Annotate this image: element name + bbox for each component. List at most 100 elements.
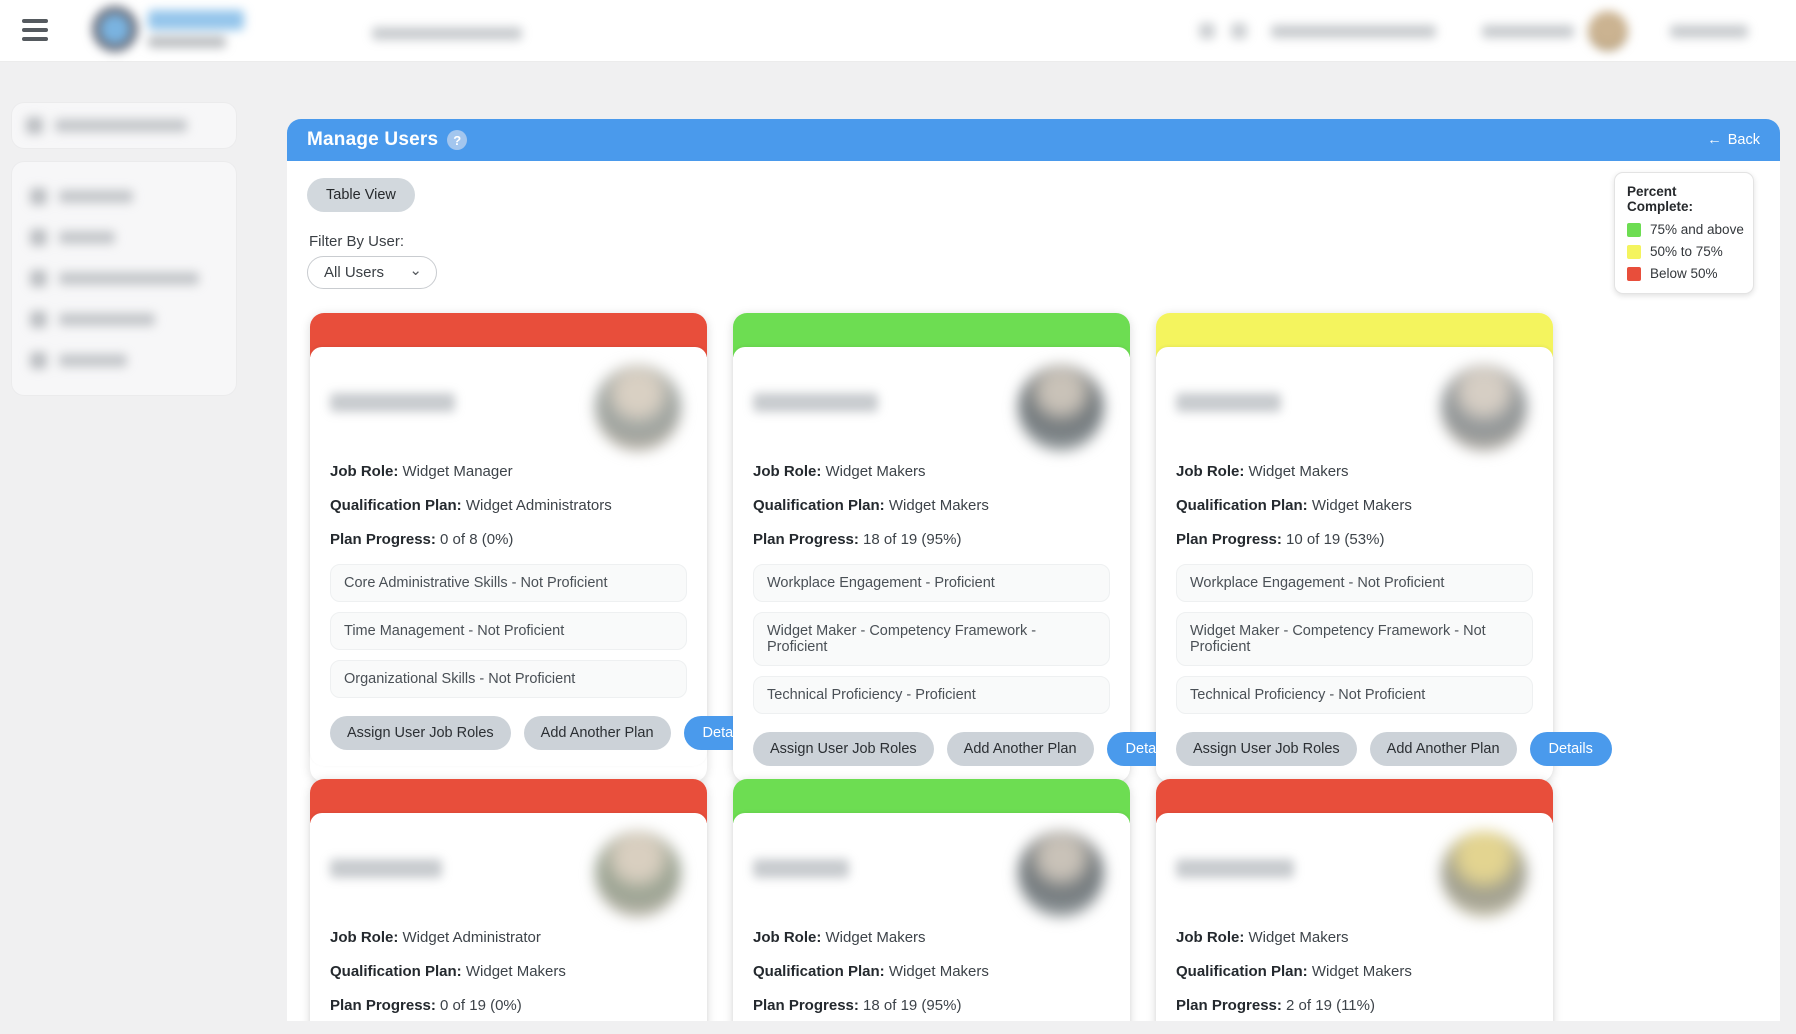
add-another-plan-button[interactable]: Add Another Plan: [1369, 732, 1517, 766]
qualification-plan-line: Qualification Plan: Widget Administrator…: [330, 497, 612, 514]
add-another-plan-button[interactable]: Add Another Plan: [523, 716, 671, 750]
sidebar-label-blurred: [59, 272, 199, 285]
plan-progress-line: Plan Progress: 0 of 8 (0%): [330, 531, 514, 548]
skill-status-row: Technical Proficiency - Not Proficient: [1176, 676, 1533, 714]
avatar: [1441, 831, 1527, 917]
menu-icon[interactable]: [22, 19, 48, 43]
main-panel: Manage Users ? ← Back Table View Filter …: [287, 119, 1780, 1021]
qualification-plan-line: Qualification Plan: Widget Makers: [753, 497, 989, 514]
sidebar-label-blurred: [55, 119, 187, 132]
job-role-line: Job Role: Widget Makers: [1176, 929, 1349, 946]
sidebar-item-2[interactable]: [26, 217, 222, 258]
job-role-line: Job Role: Widget Makers: [1176, 463, 1349, 480]
qualification-plan-line: Qualification Plan: Widget Makers: [753, 963, 989, 980]
legend-title: Percent Complete:: [1627, 184, 1694, 214]
legend-swatch-red: [1627, 266, 1641, 281]
sidebar-label-blurred: [59, 313, 155, 326]
help-icon[interactable]: ?: [447, 130, 468, 150]
assign-user-job-roles-button[interactable]: Assign User Job Roles: [1176, 732, 1357, 766]
qualification-plan-line: Qualification Plan: Widget Makers: [1176, 963, 1412, 980]
user-card: Job Role: Widget Manager Qualification P…: [310, 313, 766, 782]
user-filter-value: All Users: [324, 264, 385, 281]
table-view-button[interactable]: Table View: [307, 178, 415, 212]
user-card: Job Role: Widget Makers Qualification Pl…: [733, 313, 1189, 782]
legend-swatch-green: [1627, 222, 1641, 237]
skill-status-row: Workplace Engagement - Proficient: [753, 564, 1110, 602]
sidebar-item-4[interactable]: [26, 299, 222, 340]
user-filter-select[interactable]: All Users ⌄: [307, 256, 437, 289]
nav-icon-1[interactable]: [1199, 23, 1215, 39]
percent-complete-legend: Percent Complete: 75% and above 50% to 7…: [1614, 172, 1754, 294]
sidebar: [0, 62, 248, 1034]
skill-status-row: Technical Proficiency - Proficient: [753, 676, 1110, 714]
user-name-blurred: [1176, 859, 1294, 878]
details-button[interactable]: Details: [1529, 732, 1612, 766]
legend-swatch-yellow: [1627, 244, 1641, 259]
user-name-blurred: [1176, 393, 1281, 412]
user-card: Job Role: Widget Makers Qualification Pl…: [1156, 779, 1553, 1021]
sign-out-link-blurred[interactable]: [1670, 24, 1748, 38]
sidebar-icon-3: [30, 229, 47, 246]
skill-status-row: Workplace Engagement - Not Proficient: [1176, 564, 1533, 602]
back-label: Back: [1727, 132, 1760, 148]
skill-status-row: Widget Maker - Competency Framework - No…: [1176, 612, 1533, 666]
skill-status-row: Time Management - Not Proficient: [330, 612, 687, 650]
plan-progress-line: Plan Progress: 18 of 19 (95%): [753, 997, 962, 1014]
job-role-line: Job Role: Widget Makers: [753, 463, 926, 480]
nav-icon-2[interactable]: [1231, 23, 1247, 39]
user-name-blurred: [330, 859, 442, 878]
assign-user-job-roles-button[interactable]: Assign User Job Roles: [330, 716, 511, 750]
legend-item: Below 50%: [1627, 266, 1741, 281]
user-name-blurred: [753, 393, 878, 412]
user-card: Job Role: Widget Makers Qualification Pl…: [1156, 313, 1612, 782]
logo-gear-icon: [92, 6, 138, 52]
avatar: [595, 831, 681, 917]
skill-status-row: Core Administrative Skills - Not Profici…: [330, 564, 687, 602]
user-name-blurred: [330, 393, 455, 412]
sidebar-label-blurred: [59, 190, 133, 203]
sidebar-label-blurred: [59, 231, 115, 244]
chevron-down-icon: ⌄: [409, 262, 422, 279]
plan-progress-line: Plan Progress: 10 of 19 (53%): [1176, 531, 1385, 548]
sidebar-item-top[interactable]: [12, 103, 236, 148]
filter-by-user-label: Filter By User:: [309, 233, 405, 250]
sidebar-item-5[interactable]: [26, 340, 222, 381]
sidebar-icon-4: [30, 270, 47, 287]
avatar: [1018, 831, 1104, 917]
sidebar-item-1[interactable]: [26, 176, 222, 217]
user-greeting-blurred: [1482, 24, 1574, 38]
sidebar-icon-6: [30, 352, 47, 369]
user-card: Job Role: Widget Makers Qualification Pl…: [733, 779, 1130, 1021]
qualification-plan-line: Qualification Plan: Widget Makers: [1176, 497, 1412, 514]
panel-header: Manage Users ? ← Back: [287, 119, 1780, 161]
plan-progress-line: Plan Progress: 0 of 19 (0%): [330, 997, 522, 1014]
legend-item: 75% and above: [1627, 222, 1744, 237]
nav-center-title-blurred: [372, 27, 522, 40]
page-title: Manage Users: [307, 129, 439, 150]
job-role-line: Job Role: Widget Manager: [330, 463, 513, 480]
skill-status-row: Organizational Skills - Not Proficient: [330, 660, 687, 698]
sidebar-icon-2: [30, 188, 47, 205]
sidebar-label-blurred: [59, 354, 127, 367]
avatar: [595, 365, 681, 451]
sidebar-menu-group: [12, 162, 236, 395]
assign-user-job-roles-button[interactable]: Assign User Job Roles: [753, 732, 934, 766]
sidebar-icon-5: [30, 311, 47, 328]
user-avatar[interactable]: [1588, 11, 1628, 51]
qualification-plan-line: Qualification Plan: Widget Makers: [330, 963, 566, 980]
user-name-blurred: [753, 859, 849, 878]
sidebar-item-3[interactable]: [26, 258, 222, 299]
add-another-plan-button[interactable]: Add Another Plan: [946, 732, 1094, 766]
top-navbar: [0, 0, 1796, 62]
job-role-line: Job Role: Widget Administrator: [330, 929, 541, 946]
plan-progress-line: Plan Progress: 18 of 19 (95%): [753, 531, 962, 548]
back-button[interactable]: ← Back: [1707, 132, 1760, 148]
sidebar-icon-1: [26, 117, 43, 134]
back-arrow-icon: ←: [1707, 132, 1722, 148]
skill-status-row: Widget Maker - Competency Framework - Pr…: [753, 612, 1110, 666]
avatar: [1018, 365, 1104, 451]
legend-item: 50% to 75%: [1627, 244, 1741, 259]
panel-body: Table View Filter By User: All Users ⌄ P…: [287, 161, 1780, 1021]
job-role-line: Job Role: Widget Makers: [753, 929, 926, 946]
app-logo: [92, 6, 244, 52]
